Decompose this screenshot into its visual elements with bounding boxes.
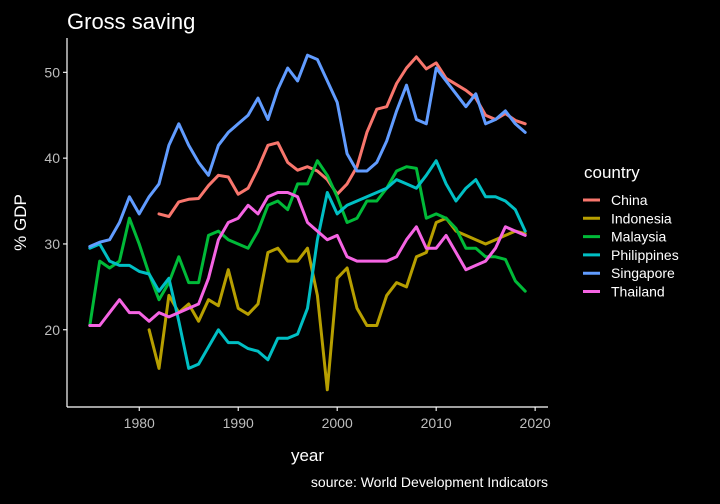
series-line-singapore <box>88 53 527 248</box>
y-tick-label: 20 <box>44 322 60 338</box>
legend-label-malaysia: Malaysia <box>611 229 666 245</box>
legend-label-indonesia: Indonesia <box>611 210 672 226</box>
y-tick-label: 50 <box>44 64 60 80</box>
legend-title: country <box>584 163 640 182</box>
legend: country China Indonesia Malaysia Philippine… <box>583 163 679 300</box>
y-tick-label: 40 <box>44 150 60 166</box>
source-caption: source: World Development Indicators <box>311 474 548 490</box>
x-tick-label: 1990 <box>223 415 254 431</box>
series-line-china <box>157 55 527 218</box>
x-tick-label: 2010 <box>421 415 452 431</box>
legend-label-china: China <box>611 192 648 208</box>
legend-label-thailand: Thailand <box>611 284 665 300</box>
x-tick-label: 2000 <box>322 415 353 431</box>
plot-area <box>88 53 527 392</box>
series-line-philippines <box>88 159 527 370</box>
x-tick-label: 1980 <box>124 415 155 431</box>
series-line-malaysia <box>88 159 527 327</box>
y-tick-label: 30 <box>44 236 60 252</box>
y-axis-ticks: 20 30 40 50 <box>44 64 67 338</box>
chart-title: Gross saving <box>67 9 195 34</box>
legend-label-philippines: Philippines <box>611 247 679 263</box>
x-tick-label: 2020 <box>520 415 551 431</box>
series-line-thailand <box>88 191 527 327</box>
x-axis-title: year <box>291 446 324 465</box>
x-axis-ticks: 1980 1990 2000 2010 2020 <box>124 407 551 431</box>
legend-label-singapore: Singapore <box>611 265 675 281</box>
series-line-indonesia <box>147 216 527 392</box>
y-axis-title: % GDP <box>11 194 30 251</box>
